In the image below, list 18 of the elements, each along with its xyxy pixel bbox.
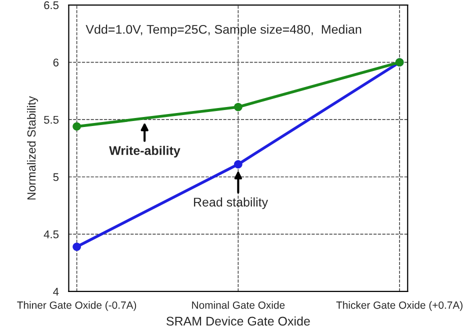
annotation: Read stability [194, 197, 268, 210]
y-tick-label: 4 [53, 288, 59, 296]
x-tick-label: Thiner Gate Oxide (-0.7A) [17, 301, 136, 311]
point [72, 122, 81, 131]
x-tick-label: Nominal Gate Oxide [192, 301, 285, 309]
x-tick-label: Thicker Gate Oxide (+0.7A) [336, 301, 462, 311]
point [72, 242, 81, 251]
y-tick-label: 6 [53, 58, 59, 66]
y-tick-label: 4.5 [44, 230, 59, 238]
annotation: Write-ability [109, 146, 180, 158]
y-tick-label: 6.5 [44, 1, 59, 10]
y-axis-title: Normalized Stability [27, 96, 38, 200]
x-axis-title: SRAM Device Gate Oxide [166, 316, 310, 326]
point [234, 160, 242, 168]
point [234, 102, 242, 112]
y-tick-label: 5.5 [44, 116, 59, 124]
annotation: Vdd=1.0V, Temp=25C, Sample size=480, Median [86, 24, 362, 36]
y-tick-label: 5 [53, 173, 59, 182]
